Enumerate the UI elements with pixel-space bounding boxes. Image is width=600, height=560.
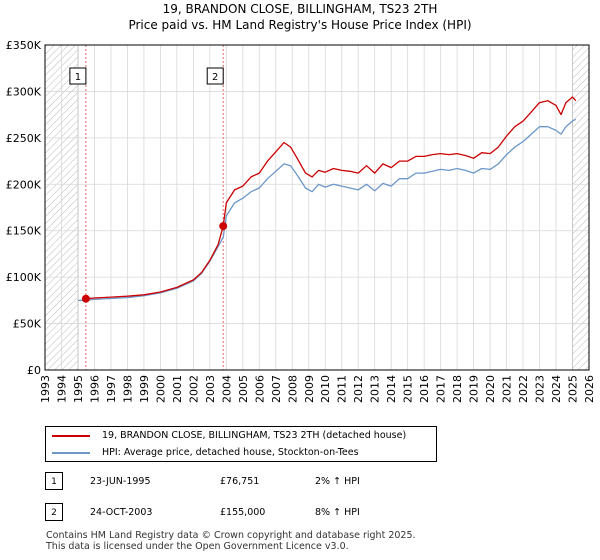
legend-item-property: 19, BRANDON CLOSE, BILLINGHAM, TS23 2TH … [52,428,406,444]
y-tick-label: £200K [6,178,42,191]
footer-license: This data is licensed under the Open Gov… [46,541,349,552]
sale-point [219,222,228,231]
x-tick-label: 2025 [567,375,580,403]
marker-label: 1 [75,72,81,83]
transaction-price: £76,751 [220,476,260,487]
transaction-date: 23-JUN-1995 [90,476,151,487]
x-tick-label: 1995 [72,375,85,403]
y-tick-label: £50K [13,318,42,331]
x-tick-label: 2006 [253,375,266,403]
plot-frame [44,44,590,371]
transaction-badge: 2 [45,503,63,521]
marker-badge [206,67,224,85]
footer-copyright: Contains HM Land Registry data © Crown c… [46,530,416,541]
x-tick-label: 2024 [550,375,563,403]
legend-label-hpi: HPI: Average price, detached house, Stoc… [102,447,359,458]
x-tick-label: 2009 [303,375,316,403]
transaction-hpi-change: 2% ↑ HPI [315,476,360,487]
chart-title: 19, BRANDON CLOSE, BILLINGHAM, TS23 2TH [162,2,438,16]
x-tick-label: 2020 [484,375,497,403]
x-tick-label: 1996 [88,375,101,403]
legend-swatch-hpi [52,451,90,454]
marker-badge [69,67,87,85]
x-tick-label: 2004 [220,375,233,403]
y-tick-label: £100K [6,271,42,284]
x-tick-label: 2013 [369,375,382,403]
x-tick-label: 2005 [237,375,250,403]
x-tick-label: 2000 [154,375,167,403]
legend: 19, BRANDON CLOSE, BILLINGHAM, TS23 2TH … [45,426,437,462]
transaction-badge: 1 [45,472,63,490]
x-tick-label: 2026 [583,375,596,403]
transaction-hpi-change: 8% ↑ HPI [315,507,360,518]
x-tick-label: 2010 [319,375,332,403]
x-tick-label: 2011 [336,375,349,403]
y-tick-label: £300K [6,85,42,98]
x-tick-label: 2012 [352,375,365,403]
x-tick-label: 2023 [534,375,547,403]
legend-label-property: 19, BRANDON CLOSE, BILLINGHAM, TS23 2TH … [102,430,407,441]
marker-label: 2 [212,72,218,83]
legend-item-hpi: HPI: Average price, detached house, Stoc… [52,445,359,461]
x-tick-label: 2016 [418,375,431,403]
series-line-hpi [77,118,577,302]
transaction-date: 24-OCT-2003 [90,507,153,518]
x-tick-label: 2007 [270,375,283,403]
series-line-property [85,96,577,300]
x-tick-label: 2002 [187,375,200,403]
x-tick-label: 1994 [55,375,68,403]
y-tick-label: £250K [6,132,42,145]
hatched-region [572,45,589,370]
legend-swatch-property [52,434,90,437]
transaction-price: £155,000 [220,507,266,518]
x-tick-label: 1993 [39,375,52,403]
x-tick-label: 2003 [204,375,217,403]
chart-subtitle: Price paid vs. HM Land Registry's House … [128,18,472,32]
x-tick-label: 2018 [451,375,464,403]
x-tick-label: 2019 [468,375,481,403]
y-tick-label: £350K [6,39,42,52]
x-tick-label: 1998 [121,375,134,403]
x-tick-label: 2001 [171,375,184,403]
x-tick-label: 1997 [105,375,118,403]
x-tick-label: 2022 [517,375,530,403]
y-tick-label: £150K [6,225,42,238]
x-tick-label: 2015 [402,375,415,403]
x-tick-label: 2021 [501,375,514,403]
y-tick-label: £0 [27,364,41,377]
x-tick-label: 2008 [286,375,299,403]
x-tick-label: 2014 [385,375,398,403]
sale-point [81,294,90,303]
x-tick-label: 2017 [435,375,448,403]
x-tick-label: 1999 [138,375,151,403]
